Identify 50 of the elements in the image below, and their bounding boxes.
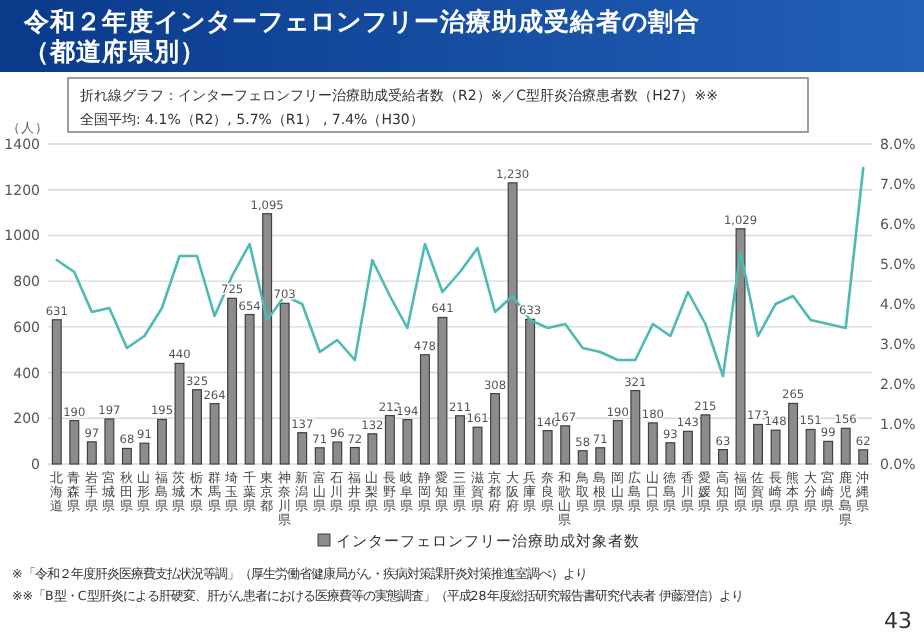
bar	[332, 441, 343, 465]
bar	[823, 440, 834, 465]
bar	[770, 429, 781, 465]
bar	[367, 433, 378, 465]
bar	[227, 297, 238, 465]
bar	[805, 428, 816, 465]
bar	[718, 449, 728, 465]
bar	[297, 432, 308, 465]
bar	[174, 362, 185, 465]
bar	[121, 447, 132, 465]
bar	[840, 427, 851, 465]
chart-subtitle: （都道府県別）	[24, 36, 206, 66]
bar	[858, 449, 869, 465]
bar	[419, 354, 430, 465]
bar	[595, 447, 606, 465]
bar	[156, 418, 167, 465]
bar	[472, 426, 483, 465]
bar	[69, 419, 80, 465]
bar	[51, 319, 62, 465]
bar	[490, 393, 501, 465]
bar	[647, 422, 658, 465]
bar	[262, 213, 273, 465]
bar	[542, 430, 553, 465]
bar	[104, 418, 115, 465]
bar	[139, 442, 150, 465]
bar	[349, 446, 360, 465]
text: 43	[884, 608, 912, 634]
bar	[682, 430, 693, 465]
bar	[612, 419, 623, 465]
chart-title: 令和２年度インターフェロンフリー治療助成受給者の割合	[22, 6, 700, 36]
bar	[279, 302, 290, 465]
bar	[735, 228, 746, 465]
bar	[577, 450, 588, 465]
bar	[700, 414, 711, 465]
bar	[209, 403, 220, 465]
bar	[507, 182, 518, 465]
bar	[192, 389, 202, 465]
bar	[244, 313, 255, 465]
bar	[437, 316, 448, 465]
bar	[665, 442, 676, 465]
bar	[384, 414, 395, 465]
bar	[630, 390, 641, 465]
bar	[314, 447, 325, 465]
bar	[525, 318, 536, 465]
bar	[402, 419, 413, 465]
bar	[86, 441, 97, 465]
bar	[455, 415, 465, 465]
bar	[560, 425, 571, 465]
bar	[753, 423, 764, 465]
bar	[788, 402, 799, 465]
